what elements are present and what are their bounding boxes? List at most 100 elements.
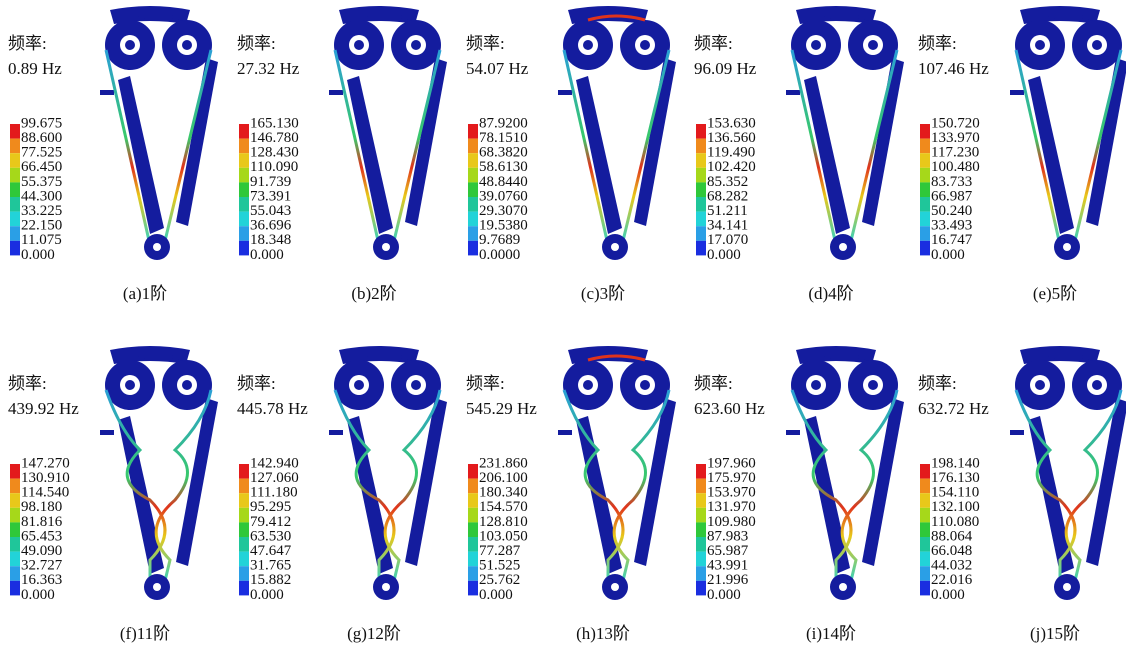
legend-label: 77.287 <box>479 543 521 559</box>
frequency-value: 445.78 Hz <box>237 399 308 418</box>
legend-cell <box>468 552 478 567</box>
legend-label: 32.727 <box>21 558 63 574</box>
legend-cell <box>468 168 478 183</box>
sprocket-hub <box>1035 40 1045 50</box>
legend-cell <box>468 241 478 256</box>
legend-cell <box>239 241 249 256</box>
legend-label: 21.996 <box>707 572 749 588</box>
legend-label: 81.816 <box>21 514 63 530</box>
legend-cell <box>10 581 20 596</box>
legend-label: 154.570 <box>479 499 528 515</box>
sprocket-hub <box>868 40 878 50</box>
tensioner <box>329 90 343 95</box>
frequency-label: 频率: <box>8 34 47 53</box>
bottom-hole <box>839 583 847 591</box>
legend-label: 18.348 <box>250 232 291 248</box>
legend-label: 110.080 <box>931 514 979 530</box>
legend-cell <box>239 197 249 212</box>
legend-label: 17.070 <box>707 232 748 248</box>
legend-label: 68.282 <box>707 188 748 204</box>
legend-label: 154.110 <box>931 485 979 501</box>
legend-label: 130.910 <box>21 470 70 486</box>
legend-label: 66.450 <box>21 159 62 175</box>
legend-label: 110.090 <box>250 159 298 175</box>
mode-panel: 频率:439.92 Hz147.270130.910114.54098.1808… <box>8 346 218 643</box>
legend-label: 131.970 <box>707 499 756 515</box>
legend-cell <box>239 124 249 139</box>
tensioner <box>786 430 800 435</box>
legend-cell <box>10 226 20 241</box>
legend-cell <box>920 226 930 241</box>
legend-label: 198.140 <box>931 455 980 471</box>
legend-cell <box>239 581 249 596</box>
caption: (b)2阶 <box>351 284 396 303</box>
chain-drive <box>329 346 447 600</box>
legend-cell <box>920 212 930 227</box>
legend-label: 78.1510 <box>479 130 528 146</box>
mode-panel: 频率:96.09 Hz153.630136.560119.490102.4208… <box>694 6 904 303</box>
legend-cell <box>696 153 706 168</box>
legend-cell <box>696 212 706 227</box>
sprocket-hub <box>354 380 364 390</box>
legend-label: 111.180 <box>250 485 298 501</box>
legend-cell <box>696 139 706 154</box>
sprocket-hub <box>1092 380 1102 390</box>
caption: (g)12阶 <box>347 624 401 643</box>
legend-cell <box>920 197 930 212</box>
figure: 频率:0.89 Hz99.67588.60077.52566.45055.375… <box>0 0 1126 646</box>
right-guide <box>634 58 676 226</box>
legend-cell <box>239 552 249 567</box>
chain-drive <box>1010 6 1126 260</box>
sprocket-hub <box>583 380 593 390</box>
frequency-label: 频率: <box>237 34 276 53</box>
legend-cell <box>10 508 20 523</box>
legend-cell <box>696 197 706 212</box>
legend-label: 176.130 <box>931 470 980 486</box>
legend-label: 206.100 <box>479 470 528 486</box>
sprocket-hub <box>1035 380 1045 390</box>
mode-panel: 频率:445.78 Hz142.940127.060111.18095.2957… <box>237 346 447 643</box>
legend-label: 0.000 <box>931 247 965 263</box>
legend-cell <box>696 537 706 552</box>
mode-panel: 频率:27.32 Hz165.130146.780128.430110.0909… <box>237 6 447 303</box>
legend-label: 128.810 <box>479 514 528 530</box>
legend-cell <box>696 508 706 523</box>
legend-cell <box>239 226 249 241</box>
legend-cell <box>696 493 706 508</box>
frequency-label: 频率: <box>466 34 505 53</box>
legend-label: 16.363 <box>21 572 62 588</box>
legend-cell <box>10 566 20 581</box>
legend-label: 117.230 <box>931 145 979 161</box>
legend-label: 0.000 <box>707 247 741 263</box>
legend-cell <box>239 493 249 508</box>
legend-label: 22.016 <box>931 572 973 588</box>
caption: (h)13阶 <box>576 624 630 643</box>
legend-label: 146.780 <box>250 130 299 146</box>
legend-label: 34.141 <box>707 218 748 234</box>
legend-label: 68.3820 <box>479 145 528 161</box>
legend-cell <box>239 537 249 552</box>
legend-label: 142.940 <box>250 455 299 471</box>
legend-cell <box>468 581 478 596</box>
legend-label: 55.043 <box>250 203 291 219</box>
legend-label: 0.000 <box>21 587 55 603</box>
chain-drive <box>786 346 904 600</box>
legend-label: 87.983 <box>707 528 748 544</box>
bottom-hole <box>611 243 619 251</box>
sprocket-hub <box>182 380 192 390</box>
legend-label: 36.696 <box>250 218 292 234</box>
chain-drive <box>100 6 218 260</box>
legend-cell <box>239 464 249 479</box>
mode-panel: 频率:107.46 Hz150.720133.970117.230100.480… <box>918 6 1126 303</box>
legend-label: 99.675 <box>21 115 62 131</box>
legend-cell <box>10 522 20 537</box>
legend-label: 103.050 <box>479 528 528 544</box>
legend-label: 0.0000 <box>479 247 520 263</box>
legend-cell <box>468 537 478 552</box>
legend-label: 77.525 <box>21 145 62 161</box>
legend-cell <box>920 522 930 537</box>
legend-cell <box>920 493 930 508</box>
frequency-value: 0.89 Hz <box>8 59 62 78</box>
legend-label: 51.211 <box>707 203 748 219</box>
legend-label: 43.991 <box>707 558 748 574</box>
